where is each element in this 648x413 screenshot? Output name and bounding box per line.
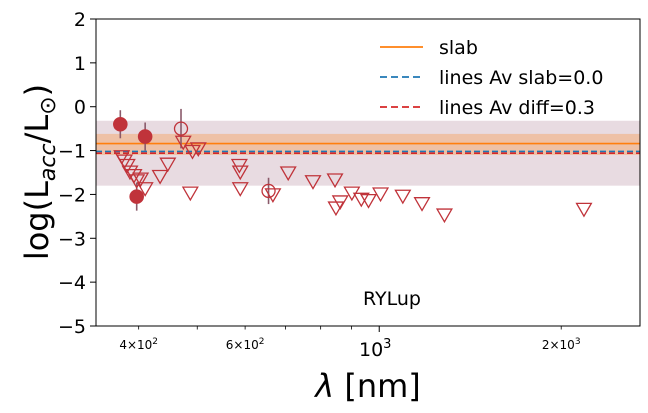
y-tick-label: 0 [74,97,86,119]
x-minor-tick-exp: 2 [259,337,265,347]
legend-label: lines Av diff=0.3 [439,97,595,119]
filled-circle-point [137,129,153,144]
x-major-tick-label: 103 [359,337,391,361]
y-tick-label: −1 [58,141,86,163]
upper-limit-triangle [394,189,412,205]
upper-limit-triangle [435,208,453,224]
x-minor-tick-label: 2×103 [542,337,581,352]
open-circle-point [261,183,276,199]
x-minor-tick-exp: 2 [152,337,158,347]
slab-uncertainty-band [96,133,640,155]
upper-limit-triangle [331,195,349,211]
x-major-tick-exp: 3 [383,337,391,352]
x-minor-tick-mantissa: 2×10 [542,338,575,352]
y-tick-label: 2 [74,9,86,31]
y-tick-label: 1 [74,53,86,75]
legend-label: lines Av slab=0.0 [439,67,603,89]
y-tick-label: −3 [58,228,86,250]
upper-limit-triangle [304,175,322,190]
x-minor-tick-exp: 3 [575,337,581,347]
upper-limit-triangle [128,174,146,189]
x-minor-tick-mantissa: 4×10 [119,338,152,352]
upper-limit-triangle [231,165,249,181]
legend-label: slab [439,37,478,59]
star-name-annotation: RYLup [363,288,421,310]
points-layer [113,108,593,224]
upper-limit-triangle [231,182,249,197]
plot-frame [95,18,641,327]
y-label-slash: /L [18,115,56,144]
y-label-sun: ⊙ [36,96,61,114]
y-axis: 2 1 0 −1 −2 −3 −4 −5 [58,9,96,338]
upper-limit-triangle [189,142,207,157]
upper-limit-triangle [352,192,370,208]
upper-limit-triangle [181,186,199,202]
filled-circle-point [113,116,128,132]
y-label-log: log(L [18,181,56,260]
upper-limit-triangle [132,172,150,188]
x-minor-tick-mantissa: 6×10 [226,338,259,352]
legend: slab lines Av slab=0.0 lines Av diff=0.3 [380,37,603,119]
y-tick-label: −5 [58,316,86,338]
x-major-tick-base: 10 [359,339,383,361]
upper-limit-triangle [326,173,344,189]
upper-limit-triangle [359,193,378,209]
upper-limit-triangle [372,187,390,203]
upper-limit-triangle [159,157,177,173]
upper-limit-triangle [264,188,282,204]
filled-circle-point [129,189,144,204]
y-label-close: ) [18,84,56,96]
x-minor-tick-label: 4×102 [119,337,158,352]
y-label-acc: acc [36,143,61,181]
y-tick-label: −2 [58,184,86,206]
y-axis-label: log(Lacc/L⊙) [18,84,61,260]
upper-limit-triangle [151,169,169,185]
upper-limit-triangle [174,135,192,151]
x-label-unit: [nm] [334,367,421,405]
x-label-lambda: λ [313,367,334,405]
x-axis-label: λ [nm] [313,367,421,405]
open-circle-point [173,121,189,136]
x-minor-tick-label: 6×102 [226,337,265,352]
upper-limit-triangle [279,166,297,182]
y-tick-label: −4 [58,272,86,294]
upper-limit-triangle [413,197,431,212]
upper-limit-triangle [575,202,593,218]
upper-limit-triangle [136,182,154,197]
